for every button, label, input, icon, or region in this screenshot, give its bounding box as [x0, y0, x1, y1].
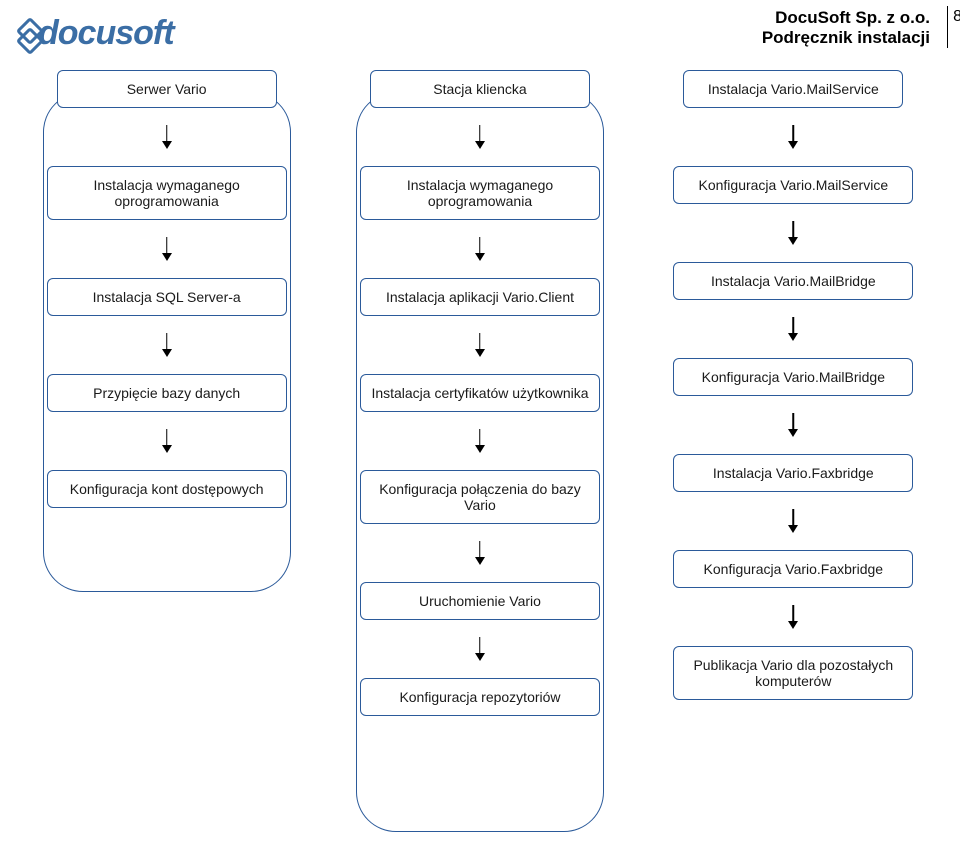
step-box: Instalacja wymaganego oprogramowania: [47, 166, 287, 220]
step-box: Instalacja SQL Server-a: [47, 278, 287, 316]
logo: docusoft: [18, 14, 174, 53]
arrow-icon: [787, 413, 799, 437]
arrow-icon: [474, 429, 486, 453]
arrow-icon: [474, 333, 486, 357]
col-header-client: Stacja kliencka: [370, 70, 590, 108]
step-box: Instalacja certyfikatów użytkownika: [360, 374, 600, 412]
step-box: Uruchomienie Vario: [360, 582, 600, 620]
arrow-icon: [474, 237, 486, 261]
step-box: Instalacja aplikacji Vario.Client: [360, 278, 600, 316]
step-box: Instalacja wymaganego oprogramowania: [360, 166, 600, 220]
doc-subtitle: Podręcznik instalacji: [762, 28, 930, 48]
arrow-icon: [161, 333, 173, 357]
arrow-icon: [161, 125, 173, 149]
arrow-icon: [474, 637, 486, 661]
logo-icon: [18, 17, 36, 51]
page-number: 8: [953, 8, 960, 26]
logo-text: docusoft: [38, 14, 174, 53]
step-box: Konfiguracja Vario.Faxbridge: [673, 550, 913, 588]
page: docusoft DocuSoft Sp. z o.o. Podręcznik …: [0, 0, 960, 854]
arrow-icon: [787, 509, 799, 533]
arrow-icon: [787, 125, 799, 149]
header-divider: [947, 6, 948, 48]
arrow-icon: [161, 237, 173, 261]
step-box: Konfiguracja kont dostępowych: [47, 470, 287, 508]
arrow-icon: [474, 125, 486, 149]
column-mail: Instalacja Vario.MailService Konfiguracj…: [643, 70, 943, 716]
col-header-server: Serwer Vario: [57, 70, 277, 108]
arrow-icon: [787, 221, 799, 245]
arrow-icon: [787, 605, 799, 629]
arrow-icon: [474, 541, 486, 565]
column-client: Stacja kliencka Instalacja wymaganego op…: [330, 70, 630, 716]
arrow-icon: [161, 429, 173, 453]
step-box: Konfiguracja połączenia do bazy Vario: [360, 470, 600, 524]
column-server: Serwer Vario Instalacja wymaganego oprog…: [17, 70, 317, 716]
step-box: Publikacja Vario dla pozostałych kompute…: [673, 646, 913, 700]
flowchart: Serwer Vario Instalacja wymaganego oprog…: [0, 70, 960, 716]
step-box: Instalacja Vario.Faxbridge: [673, 454, 913, 492]
step-box: Konfiguracja Vario.MailBridge: [673, 358, 913, 396]
step-box: Konfiguracja Vario.MailService: [673, 166, 913, 204]
company-name: DocuSoft Sp. z o.o.: [762, 8, 930, 28]
step-box: Konfiguracja repozytoriów: [360, 678, 600, 716]
step-box: Instalacja Vario.MailBridge: [673, 262, 913, 300]
col-header-mail: Instalacja Vario.MailService: [683, 70, 903, 108]
step-box: Przypięcie bazy danych: [47, 374, 287, 412]
page-header: DocuSoft Sp. z o.o. Podręcznik instalacj…: [762, 8, 930, 48]
arrow-icon: [787, 317, 799, 341]
